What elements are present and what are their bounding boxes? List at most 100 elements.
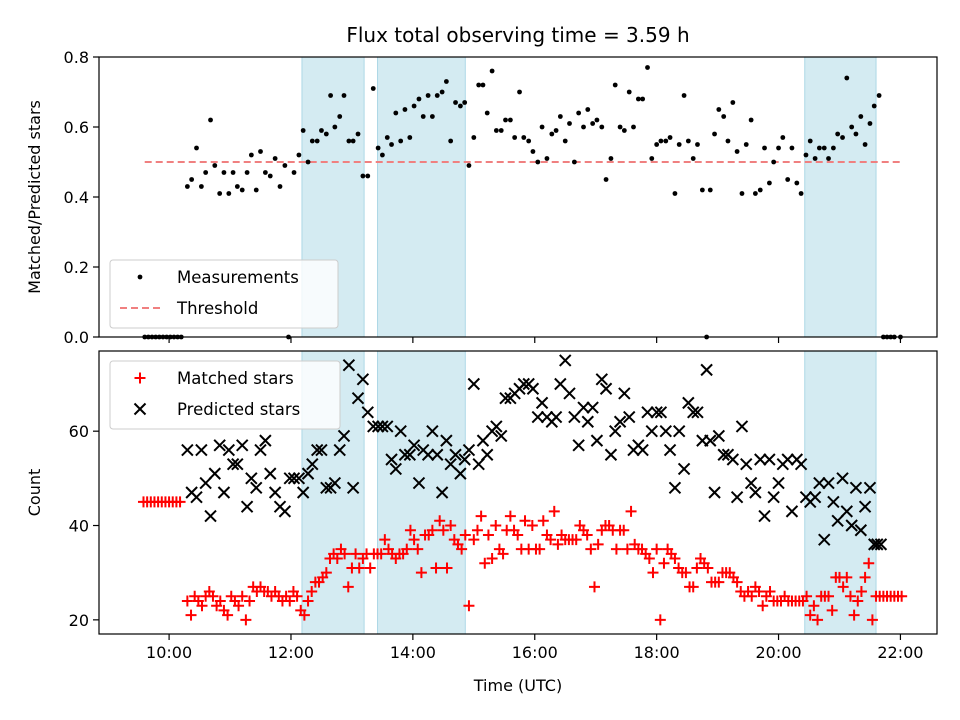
data-point bbox=[854, 524, 868, 537]
data-point bbox=[300, 128, 306, 133]
data-point bbox=[712, 429, 726, 443]
data-point bbox=[360, 173, 366, 179]
data-point bbox=[403, 448, 417, 461]
data-point bbox=[743, 142, 749, 147]
data-point bbox=[198, 184, 204, 189]
data-point bbox=[394, 424, 407, 438]
data-point bbox=[549, 410, 563, 424]
data-point bbox=[425, 93, 431, 98]
data-point bbox=[434, 93, 440, 98]
data-point bbox=[440, 434, 453, 447]
data-point bbox=[439, 89, 445, 95]
data-point bbox=[302, 595, 314, 607]
data-point bbox=[230, 170, 236, 175]
data-point bbox=[535, 159, 541, 165]
data-point bbox=[827, 495, 840, 509]
data-point bbox=[282, 163, 288, 168]
data-point bbox=[700, 363, 713, 377]
data-point bbox=[236, 590, 248, 602]
data-point bbox=[456, 543, 468, 555]
data-point bbox=[643, 553, 655, 565]
data-point bbox=[292, 472, 306, 485]
data-point bbox=[258, 149, 263, 154]
data-point bbox=[350, 138, 356, 144]
data-point bbox=[214, 595, 226, 607]
data-point bbox=[226, 191, 232, 196]
data-point bbox=[740, 457, 753, 471]
axes-frame bbox=[98, 350, 938, 635]
data-point bbox=[174, 496, 186, 508]
data-point bbox=[562, 138, 568, 144]
data-point bbox=[328, 93, 333, 98]
data-point bbox=[772, 476, 785, 490]
data-point bbox=[445, 520, 457, 532]
data-point bbox=[519, 515, 531, 527]
data-point bbox=[355, 131, 361, 137]
legend-marker bbox=[133, 402, 147, 416]
data-point bbox=[650, 406, 663, 419]
data-point bbox=[467, 377, 481, 391]
data-point bbox=[567, 121, 572, 126]
data-point bbox=[855, 586, 867, 598]
data-point bbox=[663, 138, 669, 144]
data-point bbox=[609, 424, 622, 438]
data-point bbox=[449, 448, 462, 461]
data-point bbox=[785, 505, 799, 518]
data-point bbox=[319, 128, 324, 133]
data-point bbox=[691, 406, 704, 419]
data-point bbox=[412, 476, 426, 490]
data-point bbox=[195, 443, 208, 457]
data-point bbox=[404, 524, 416, 536]
shaded-interval bbox=[377, 56, 466, 338]
data-point bbox=[781, 453, 794, 466]
data-point bbox=[212, 163, 218, 168]
data-point bbox=[680, 567, 692, 579]
data-point bbox=[190, 491, 203, 504]
data-point bbox=[537, 515, 549, 527]
data-point bbox=[283, 472, 296, 485]
data-point bbox=[217, 191, 223, 196]
data-point bbox=[581, 415, 594, 428]
data-point bbox=[669, 553, 681, 565]
counts-panel: 20 40 60 10:00 12:00 14:00 16:00 18:00 20:00 22:0… bbox=[25, 350, 938, 662]
data-point bbox=[613, 415, 627, 428]
data-point bbox=[333, 443, 346, 457]
data-point bbox=[645, 424, 658, 438]
data-point bbox=[512, 529, 524, 541]
data-point bbox=[342, 581, 354, 593]
data-point bbox=[296, 486, 310, 499]
data-point bbox=[717, 448, 730, 461]
data-point bbox=[730, 100, 736, 105]
data-point bbox=[876, 93, 882, 98]
data-point bbox=[181, 595, 193, 607]
data-point bbox=[676, 142, 682, 147]
data-point bbox=[364, 562, 376, 574]
data-point bbox=[199, 476, 212, 490]
data-point bbox=[552, 538, 564, 550]
y-tick-label: 0.0 bbox=[64, 328, 89, 347]
legend-marker bbox=[134, 372, 146, 384]
data-point bbox=[203, 170, 209, 175]
data-point bbox=[690, 156, 696, 161]
data-point bbox=[320, 481, 333, 494]
data-point bbox=[576, 110, 582, 116]
data-point bbox=[608, 156, 614, 161]
data-point bbox=[823, 590, 835, 602]
data-point bbox=[194, 145, 199, 151]
data-point bbox=[581, 529, 593, 541]
data-point bbox=[375, 548, 387, 560]
data-point bbox=[739, 191, 745, 196]
data-point bbox=[871, 103, 877, 109]
series-matched-stars bbox=[137, 496, 908, 626]
data-point bbox=[434, 515, 446, 527]
data-point bbox=[557, 114, 563, 119]
data-point bbox=[207, 590, 219, 602]
data-point bbox=[599, 124, 605, 130]
series-measurements bbox=[142, 65, 903, 340]
data-point bbox=[499, 391, 512, 405]
data-point bbox=[752, 191, 758, 196]
data-point bbox=[835, 131, 841, 137]
data-point bbox=[389, 142, 394, 147]
data-point bbox=[818, 533, 831, 546]
data-point bbox=[184, 184, 190, 189]
